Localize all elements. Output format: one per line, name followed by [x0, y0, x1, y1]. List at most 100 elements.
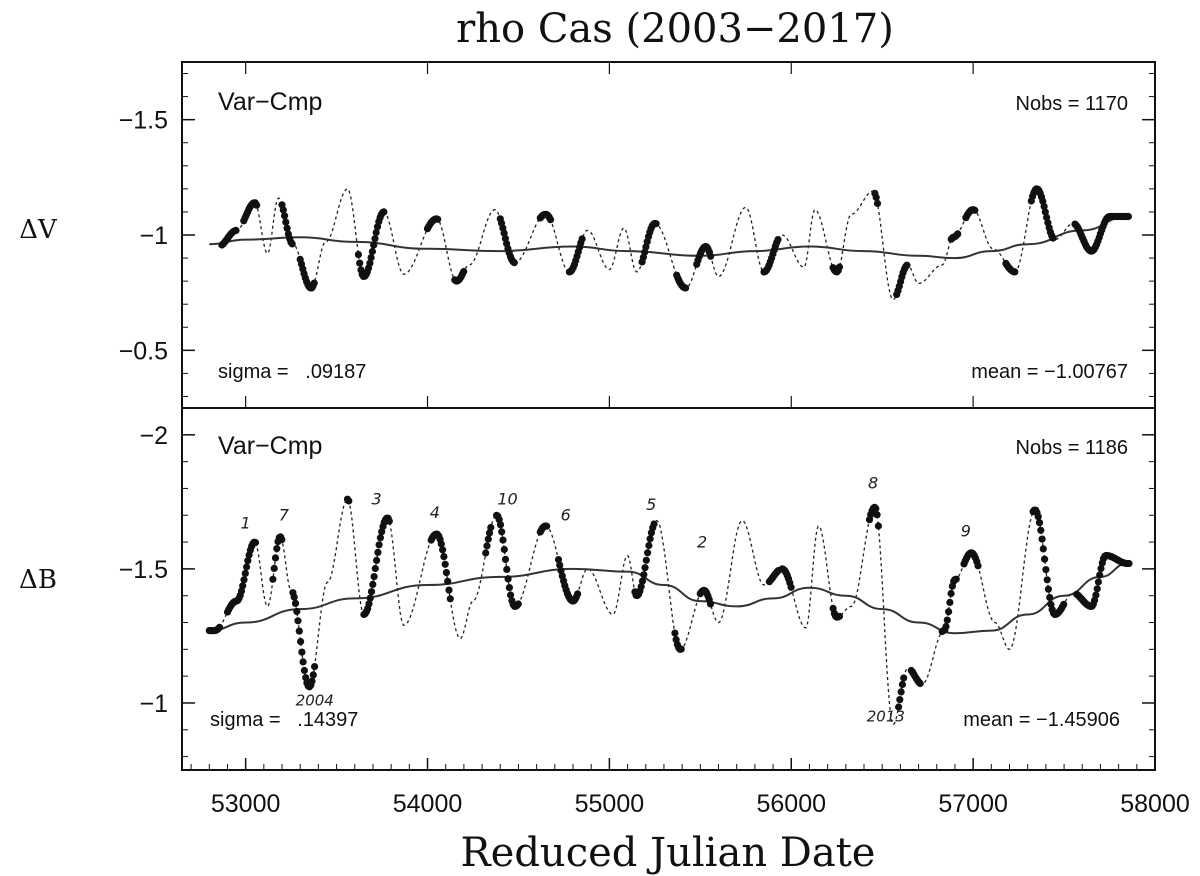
data-point — [1041, 208, 1049, 216]
data-point — [873, 511, 881, 519]
panel-label-var-cmp-b: Var−Cmp — [218, 432, 322, 460]
data-point — [505, 584, 513, 592]
data-point — [874, 522, 883, 530]
data-point — [437, 540, 445, 548]
trend-line-B — [209, 562, 1128, 635]
data-point — [295, 627, 303, 635]
panel-delta-v: ΔV Var−Cmp Nobs = 1170 sigma = .09187 me… — [19, 73, 1155, 397]
data-point — [835, 612, 844, 620]
nobs-text-v: Nobs = 1170 — [1016, 93, 1129, 115]
data-point — [1041, 555, 1049, 563]
sigma-text-b: sigma = .14397 — [210, 709, 358, 731]
panel-label-var-cmp-v: Var−Cmp — [218, 88, 322, 116]
data-point — [706, 600, 715, 608]
data-point — [942, 622, 950, 631]
data-point — [498, 528, 506, 536]
data-point — [835, 263, 844, 271]
data-point — [645, 541, 653, 550]
y-tick-label: −1.5 — [119, 556, 168, 584]
data-point — [311, 663, 319, 671]
data-point — [947, 589, 955, 598]
data-point — [434, 215, 442, 223]
annotation-label: 8 — [868, 473, 878, 492]
data-point — [916, 679, 924, 688]
data-point — [370, 573, 378, 581]
mean-text-v: mean = −1.00767 — [971, 361, 1128, 383]
data-point — [945, 608, 953, 616]
data-point — [677, 645, 685, 653]
y-tick-label: −1.5 — [119, 107, 168, 135]
data-point — [369, 580, 377, 589]
model-curve-V — [218, 188, 1128, 301]
nobs-text-b: Nobs = 1186 — [1016, 437, 1129, 459]
data-point — [896, 696, 904, 704]
data-point — [270, 564, 278, 573]
data-point — [372, 228, 380, 237]
data-point — [215, 623, 224, 631]
x-tick-label: 57000 — [938, 790, 1008, 818]
data-point — [1125, 559, 1133, 568]
data-point — [1040, 202, 1048, 210]
data-point — [374, 548, 382, 557]
data-point — [903, 261, 911, 269]
data-point — [241, 569, 249, 578]
data-point — [952, 575, 960, 583]
data-point — [297, 638, 305, 646]
data-point — [269, 575, 277, 583]
data-point — [1043, 576, 1051, 584]
data-point — [1060, 600, 1068, 609]
data-point — [946, 598, 954, 607]
data-point — [640, 571, 648, 579]
data-point — [1034, 513, 1042, 521]
data-point — [232, 226, 240, 234]
sigma-text-v: sigma = .09187 — [218, 361, 366, 383]
data-point — [507, 591, 515, 599]
data-point — [650, 520, 658, 528]
data-point — [368, 247, 376, 256]
data-point — [367, 254, 375, 262]
data-point — [971, 206, 979, 214]
data-point — [641, 564, 649, 572]
annotation-label: 2 — [697, 532, 707, 551]
data-point — [1035, 519, 1044, 527]
data-point — [345, 497, 353, 505]
x-axis: 53000 54000 55000 56000 57000 58000 — [190, 62, 1190, 818]
data-point — [1046, 593, 1054, 602]
data-point — [299, 658, 307, 666]
data-point — [309, 671, 317, 679]
data-point — [642, 556, 650, 564]
data-point — [1037, 526, 1045, 534]
data-point — [485, 529, 494, 537]
x-tick-label: 58000 — [1120, 790, 1190, 818]
x-tick-label: 53000 — [211, 790, 281, 818]
panel-delta-b: ΔB Var−Cmp Nobs = 1186 sigma = .14397 me… — [19, 422, 1155, 758]
data-point — [499, 536, 507, 544]
data-point — [1094, 578, 1102, 586]
data-point — [652, 220, 660, 228]
data-point — [1092, 591, 1100, 599]
data-point — [240, 576, 248, 584]
chart-title: rho Cas (2003−2017) — [456, 6, 894, 52]
data-point — [510, 259, 518, 267]
data-point — [283, 224, 291, 232]
data-point — [1097, 564, 1105, 573]
data-point — [445, 586, 453, 594]
model-curve-B — [214, 498, 1128, 726]
data-point — [444, 577, 452, 585]
data-point — [897, 688, 905, 696]
data-point — [244, 557, 252, 565]
data-point — [1049, 234, 1057, 242]
data-point — [1039, 545, 1047, 553]
data-point — [294, 617, 302, 625]
data-point — [974, 562, 982, 570]
x-tick-label: 55000 — [575, 790, 645, 818]
annotation-label: 2004 — [296, 692, 334, 710]
data-point — [873, 199, 882, 207]
data-point — [273, 545, 281, 553]
data-point — [279, 206, 287, 214]
data-point — [366, 594, 374, 602]
data-point — [1042, 566, 1050, 574]
data-point — [514, 600, 522, 608]
annotation-label: 6 — [561, 506, 571, 525]
data-point — [376, 534, 384, 542]
